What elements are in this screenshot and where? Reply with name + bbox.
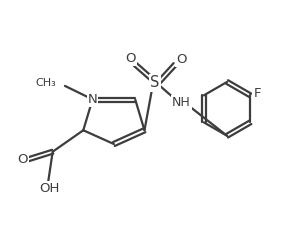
Text: O: O [126,52,136,65]
Text: O: O [176,53,186,66]
Text: CH₃: CH₃ [36,78,56,88]
Text: N: N [88,93,97,106]
Text: S: S [150,75,160,90]
Text: F: F [253,87,261,100]
Text: NH: NH [172,96,191,109]
Text: O: O [18,153,28,166]
Text: OH: OH [39,182,60,195]
